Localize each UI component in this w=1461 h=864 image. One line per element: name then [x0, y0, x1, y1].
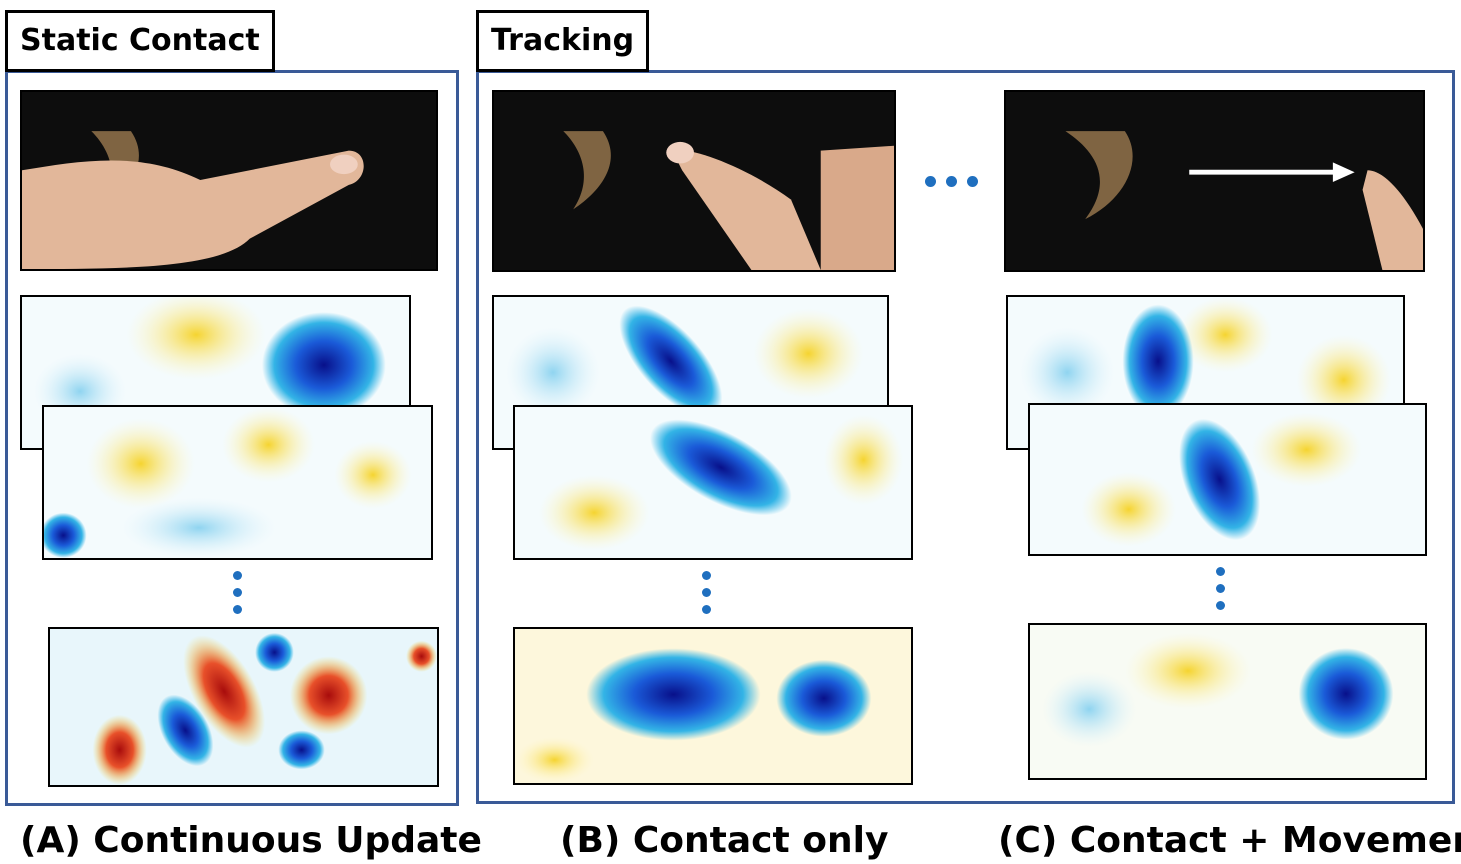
heatmap-a-3 — [48, 627, 439, 787]
heatmap-a-2 — [42, 405, 433, 560]
tracking-tag: Tracking — [476, 10, 650, 72]
heatmap-c-2 — [1028, 403, 1427, 556]
photo-static-touch — [20, 90, 438, 271]
static-contact-tag: Static Contact — [5, 10, 275, 72]
photo-contact-movement — [1004, 90, 1425, 272]
photo-contact-only — [492, 90, 896, 272]
heatmap-c-3 — [1028, 623, 1427, 780]
tracking-frame — [476, 70, 1455, 804]
heatmap-b-3 — [513, 627, 913, 785]
vertical-ellipsis-a — [233, 571, 242, 580]
caption-b: (B) Contact only — [560, 820, 889, 861]
vertical-ellipsis-c — [1216, 567, 1225, 576]
caption-c: (C) Contact + Movement — [998, 820, 1461, 861]
vertical-ellipsis-b — [702, 571, 711, 580]
heatmap-b-2 — [513, 405, 913, 560]
caption-a: (A) Continuous Update — [20, 820, 482, 861]
ellipsis-icon — [925, 176, 936, 187]
